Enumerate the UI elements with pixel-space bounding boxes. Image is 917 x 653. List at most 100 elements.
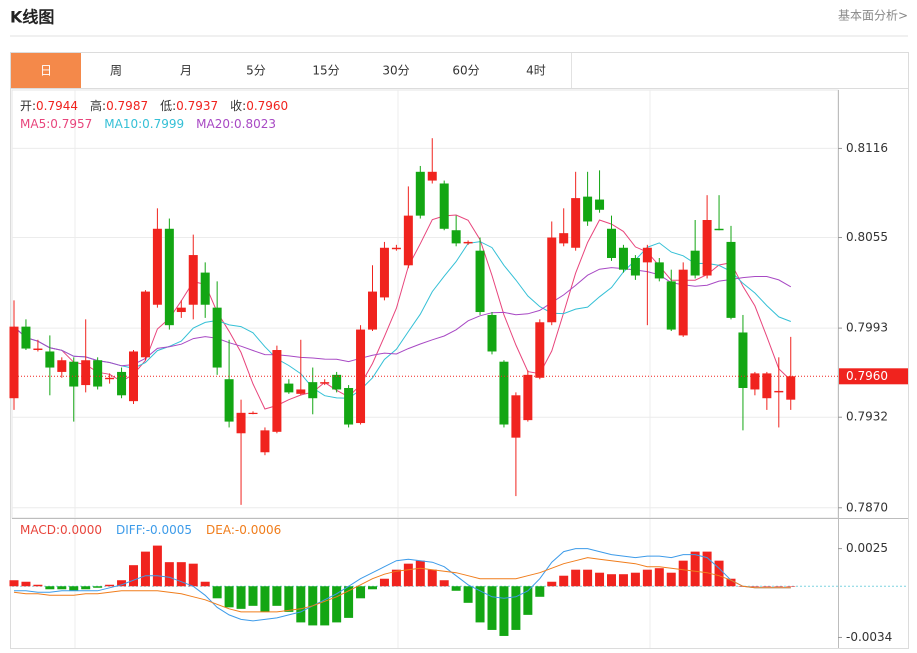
macd-bar [463, 586, 473, 603]
candle-body [786, 376, 796, 400]
macd-bar [571, 569, 581, 587]
candle-body [559, 233, 569, 244]
candle-body [463, 241, 473, 244]
legend-item: 开:0.7944 [20, 99, 78, 113]
macd-bar [176, 562, 186, 587]
legend-item: 高:0.7987 [90, 98, 148, 113]
tab-background [221, 53, 291, 88]
macd-bar [81, 586, 91, 590]
candle-body [607, 228, 616, 258]
candle-body [212, 307, 222, 368]
macd-bar [45, 586, 55, 590]
candle-body [152, 228, 162, 305]
ma-label: MA10: [104, 117, 142, 131]
candle-body [368, 291, 377, 330]
macd-bar [762, 586, 772, 587]
ma-label: MA5: [20, 117, 50, 131]
tab[interactable]: 月 [151, 53, 222, 88]
macd-bar [260, 586, 270, 612]
macd-bar [248, 586, 258, 606]
tab-label[interactable]: 日 [40, 64, 52, 78]
y-tick-label: 0.8116 [846, 141, 888, 155]
macd-bar [523, 586, 533, 615]
tab[interactable]: 4时 [501, 53, 572, 88]
candle-body [57, 360, 67, 372]
candle-body [618, 247, 628, 270]
tab-label[interactable]: 15分 [312, 64, 339, 78]
macd-bar [678, 560, 688, 587]
y-tick-label: 0.0025 [846, 541, 888, 555]
ohlc-label: 低: [160, 99, 176, 113]
last-price-tag [839, 368, 908, 385]
candle-body [750, 373, 760, 390]
tab-label[interactable]: 60分 [452, 64, 479, 78]
ma-value: 0.8023 [234, 117, 276, 131]
series-label: DEA: [206, 523, 235, 537]
macd-label: MACD: [20, 523, 60, 537]
macd-bar [212, 586, 222, 599]
macd-bar [224, 586, 234, 608]
macd-bar [140, 551, 150, 587]
tab-background [501, 53, 571, 88]
ohlc-value: 0.7987 [106, 99, 148, 113]
candle-body [33, 348, 43, 351]
tab-background [151, 53, 221, 88]
macd-bar [33, 584, 43, 587]
ma-value: 0.7957 [50, 117, 92, 131]
tab-label[interactable]: 周 [110, 64, 122, 78]
tab[interactable]: 周 [81, 53, 152, 88]
macd-bar [559, 575, 569, 587]
ma-value: 0.7999 [142, 117, 184, 131]
macd-bar [105, 584, 115, 587]
macd-bar [332, 586, 342, 623]
macd-bar [786, 586, 796, 587]
macd-bar [188, 563, 198, 587]
candle-body [439, 183, 449, 229]
candle-body [9, 326, 19, 399]
y-tick-label: 0.7870 [846, 500, 888, 514]
tab[interactable]: 5分 [221, 53, 292, 88]
candle-body [774, 390, 784, 393]
ohlc-value: 0.7944 [36, 99, 78, 113]
tab-label[interactable]: 30分 [382, 64, 409, 78]
macd-bar [595, 572, 605, 587]
tab[interactable]: 日 [11, 53, 82, 88]
tab-background [81, 53, 151, 88]
macd-bar [164, 562, 174, 587]
tab[interactable]: 15分 [291, 53, 362, 88]
legend-item: DIFF:-0.0005 [116, 523, 192, 537]
candle-body [595, 199, 605, 210]
macd-bar [320, 586, 330, 626]
candle-body [332, 374, 342, 390]
macd-bar [415, 560, 425, 587]
candle-body [678, 269, 688, 336]
ohlc-label: 高: [90, 98, 106, 113]
tab[interactable]: 60分 [431, 53, 502, 88]
macd-bar [535, 586, 545, 597]
y-tick-label: 0.8055 [846, 230, 888, 244]
macd-line [14, 548, 791, 622]
tab-label[interactable]: 4时 [526, 64, 546, 78]
candle-body [140, 291, 150, 358]
tab-background [11, 53, 81, 88]
candle-body [571, 198, 581, 248]
legend-item: MA5:0.7957 [20, 117, 92, 131]
price-frame [11, 89, 839, 519]
candle-body [224, 379, 234, 422]
candle-body [129, 351, 138, 402]
legend-item: 收:0.7960 [230, 99, 288, 113]
macd-bar [607, 574, 616, 587]
candle-body [320, 382, 330, 384]
candle-body [523, 374, 533, 421]
macd-bar [666, 572, 676, 587]
tab-label[interactable]: 5分 [246, 64, 266, 78]
candle-body [511, 395, 521, 438]
macd-bar [439, 580, 449, 587]
y-tick-label: 0.7993 [846, 321, 888, 335]
fundamental-link[interactable]: 基本面分析> [838, 9, 908, 23]
tab[interactable]: 30分 [361, 53, 432, 88]
candle-body [714, 228, 724, 231]
tab-label[interactable]: 月 [180, 64, 192, 78]
candle-body [547, 237, 557, 323]
candle-body [188, 255, 198, 305]
